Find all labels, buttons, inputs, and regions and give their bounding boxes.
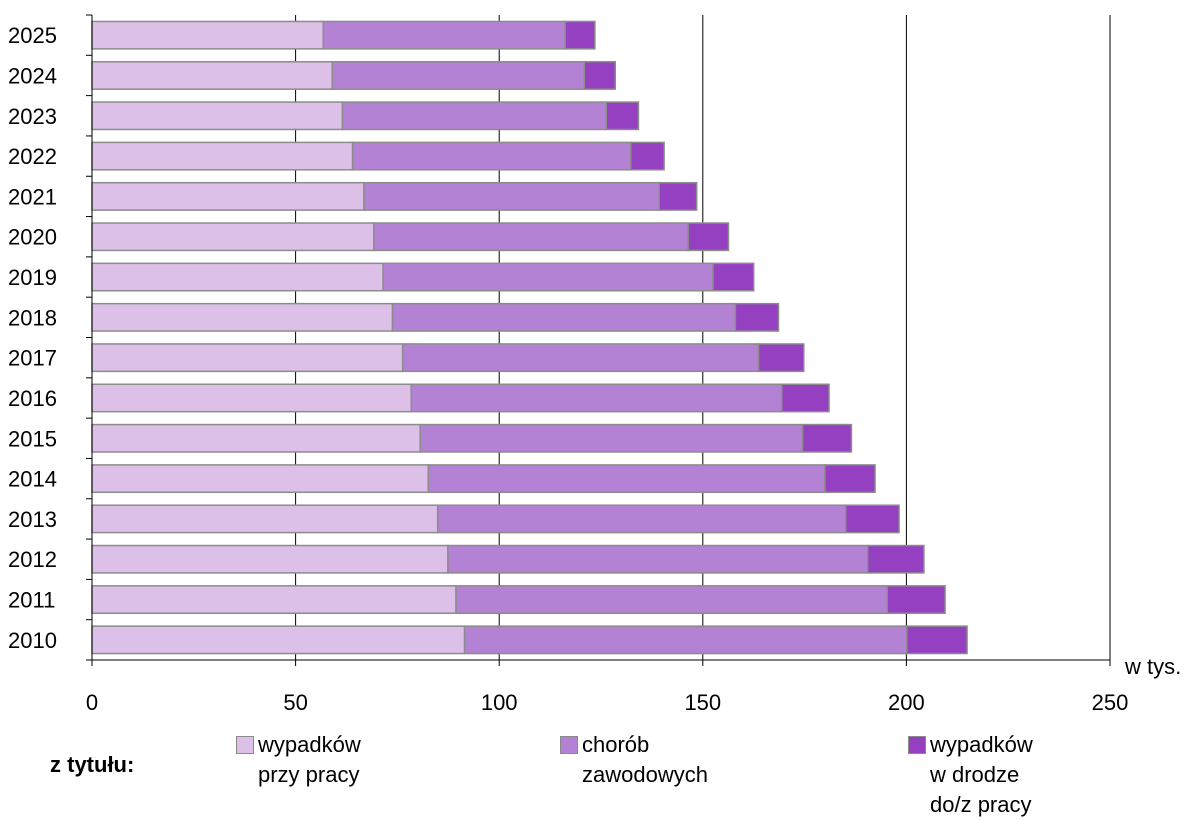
- y-label-2012: 2012: [8, 547, 57, 572]
- axes: [86, 14, 1111, 666]
- y-label-2014: 2014: [8, 467, 57, 492]
- bar-2011-series-1: [455, 585, 889, 614]
- legend-label-2: wypadków w drodze do/z pracy: [930, 732, 1033, 817]
- bar-2011-series-2: [886, 585, 946, 614]
- bar-2014-series-1: [427, 464, 826, 494]
- bar-2024-series-2: [583, 61, 617, 90]
- bar-2017-series-0: [91, 343, 404, 373]
- bar-2019-series-1: [382, 262, 714, 292]
- y-label-2016: 2016: [8, 386, 57, 411]
- bar-2021-series-2: [658, 181, 698, 211]
- legend-item-2: wypadków w drodze do/z pracy: [908, 730, 1033, 820]
- bar-2023-series-2: [605, 101, 640, 131]
- bar-2020-series-1: [373, 222, 689, 252]
- y-label-2011: 2011: [8, 588, 55, 613]
- bar-2022-series-1: [351, 141, 632, 171]
- y-label-2024: 2024: [8, 63, 57, 88]
- x-label-200: 200: [888, 690, 925, 715]
- bar-2018-series-0: [91, 302, 394, 332]
- bar-2012-series-0: [91, 544, 449, 574]
- bar-2013-series-2: [844, 504, 900, 534]
- bars: [91, 20, 968, 655]
- bar-2011-series-0: [91, 585, 457, 614]
- y-label-2023: 2023: [8, 104, 57, 129]
- bar-2018-series-1: [391, 302, 737, 332]
- bar-2025-series-2: [564, 20, 596, 50]
- y-label-2017: 2017: [8, 346, 57, 371]
- bar-2021-series-0: [91, 181, 365, 211]
- y-label-2019: 2019: [8, 265, 57, 290]
- legend-swatch-1: [560, 736, 578, 754]
- bar-2021-series-1: [363, 181, 660, 211]
- y-label-2018: 2018: [8, 305, 57, 330]
- legend-swatch-0: [236, 736, 254, 754]
- y-label-2010: 2010: [8, 628, 57, 653]
- legend-title: z tytułu:: [50, 752, 135, 777]
- bar-2022-series-2: [629, 141, 665, 171]
- bar-2024-series-0: [91, 61, 333, 90]
- bar-2012-series-2: [866, 544, 925, 574]
- bar-2013-series-1: [436, 504, 847, 534]
- bar-2024-series-1: [331, 61, 586, 90]
- bar-2017-series-1: [401, 343, 760, 373]
- bar-2019-series-2: [712, 262, 755, 292]
- bar-2017-series-2: [757, 343, 805, 373]
- x-label-150: 150: [684, 690, 721, 715]
- bar-2010-series-0: [91, 625, 466, 655]
- bar-2020-series-2: [687, 222, 730, 252]
- bar-2016-series-1: [410, 383, 783, 413]
- y-label-2020: 2020: [8, 225, 57, 250]
- bar-2025-series-1: [322, 20, 566, 50]
- legend-item-1: chorób zawodowych: [560, 730, 708, 790]
- x-label-250: 250: [1092, 690, 1129, 715]
- bar-2012-series-1: [447, 544, 869, 574]
- bar-2019-series-0: [91, 262, 384, 292]
- bar-2010-series-1: [463, 625, 908, 655]
- x-label-0: 0: [86, 690, 98, 715]
- bar-2013-series-0: [91, 504, 439, 534]
- bar-2023-series-1: [341, 101, 608, 131]
- y-label-2015: 2015: [8, 426, 57, 451]
- bar-2022-series-0: [91, 141, 354, 171]
- x-label-100: 100: [481, 690, 518, 715]
- bar-2015-series-1: [419, 423, 804, 453]
- x-axis-unit-label: w tys.: [1124, 654, 1181, 679]
- y-label-2022: 2022: [8, 144, 57, 169]
- bar-2020-series-0: [91, 222, 375, 252]
- legend-label-1: chorób zawodowych: [582, 732, 708, 787]
- bar-2025-series-0: [91, 20, 325, 50]
- legend-label-0: wypadków przy pracy: [258, 732, 361, 787]
- bar-2016-series-2: [781, 383, 830, 413]
- legend-item-0: wypadków przy pracy: [236, 730, 361, 790]
- legend-swatch-2: [908, 736, 926, 754]
- bar-2010-series-2: [906, 625, 968, 655]
- bar-2014-series-0: [91, 464, 430, 494]
- bar-2016-series-0: [91, 383, 412, 413]
- bar-2018-series-2: [734, 302, 780, 332]
- y-axis-labels: 2010 2011 2012 2013 2014 2015 2016 2017 2018 2019…: [8, 23, 57, 653]
- bar-2015-series-0: [91, 423, 421, 453]
- bar-2015-series-2: [801, 423, 853, 453]
- y-label-2021: 2021: [8, 184, 57, 209]
- y-label-2025: 2025: [8, 23, 57, 48]
- x-label-50: 50: [283, 690, 307, 715]
- y-label-2013: 2013: [8, 507, 57, 532]
- x-axis-labels: 0 50 100 150 200 250: [86, 690, 1128, 715]
- bar-2014-series-2: [824, 464, 876, 494]
- bar-2023-series-0: [91, 101, 344, 131]
